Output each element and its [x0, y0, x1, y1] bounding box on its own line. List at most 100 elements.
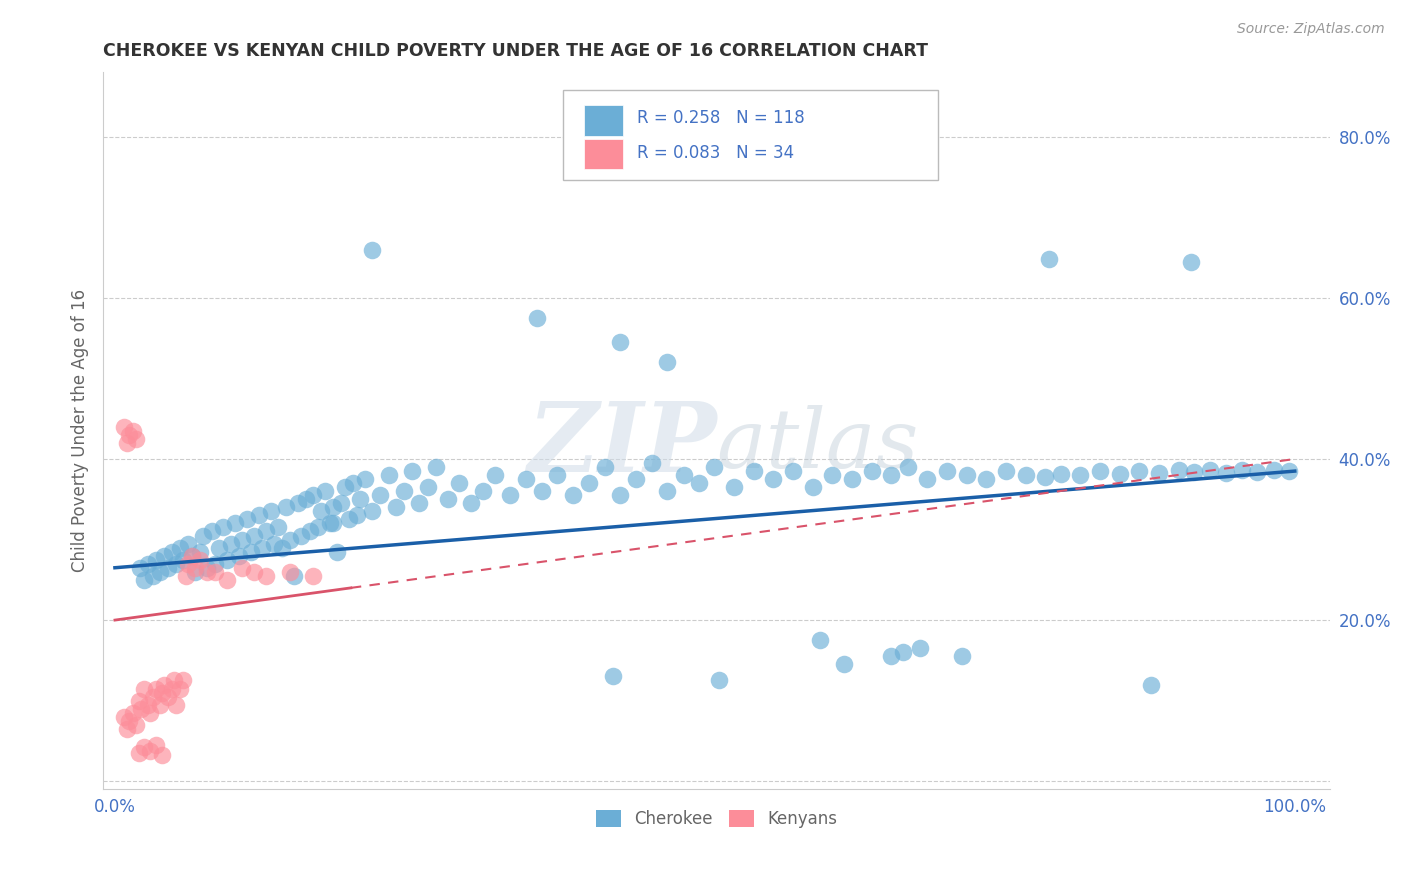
- Point: [204, 557, 226, 571]
- Point: [361, 504, 384, 518]
- Point: [172, 552, 194, 566]
- Point: [609, 488, 631, 502]
- FancyBboxPatch shape: [583, 139, 623, 169]
- Point: [546, 468, 568, 483]
- Point: [1038, 252, 1060, 267]
- Point: [392, 484, 415, 499]
- Point: [302, 569, 325, 583]
- Point: [290, 528, 312, 542]
- Point: [515, 472, 537, 486]
- Point: [208, 541, 231, 555]
- Point: [401, 464, 423, 478]
- Point: [1168, 463, 1191, 477]
- Point: [112, 419, 135, 434]
- Point: [278, 533, 301, 547]
- Point: [609, 335, 631, 350]
- Point: [157, 560, 180, 574]
- Point: [153, 549, 176, 563]
- Point: [641, 456, 664, 470]
- Point: [326, 544, 349, 558]
- Point: [460, 496, 482, 510]
- Point: [561, 488, 583, 502]
- Point: [782, 464, 804, 478]
- Point: [744, 464, 766, 478]
- Point: [118, 714, 141, 728]
- Point: [354, 472, 377, 486]
- Point: [121, 706, 143, 720]
- Point: [302, 488, 325, 502]
- Point: [526, 311, 548, 326]
- Point: [125, 718, 148, 732]
- Point: [311, 504, 333, 518]
- Point: [1147, 466, 1170, 480]
- Text: R = 0.258   N = 118: R = 0.258 N = 118: [637, 110, 804, 128]
- Point: [1198, 463, 1220, 477]
- Point: [832, 657, 855, 672]
- Point: [370, 488, 392, 502]
- Point: [1109, 467, 1132, 481]
- Point: [115, 436, 138, 450]
- Point: [880, 468, 903, 483]
- Point: [298, 524, 321, 539]
- Point: [153, 677, 176, 691]
- Point: [136, 557, 159, 571]
- Point: [142, 690, 165, 704]
- Point: [810, 633, 832, 648]
- Point: [1088, 464, 1111, 478]
- Point: [915, 472, 938, 486]
- Point: [333, 480, 356, 494]
- Point: [128, 693, 150, 707]
- Point: [243, 565, 266, 579]
- Point: [139, 706, 162, 720]
- Point: [821, 468, 844, 483]
- Text: atlas: atlas: [717, 405, 920, 485]
- Point: [157, 690, 180, 704]
- Point: [484, 468, 506, 483]
- Point: [204, 565, 226, 579]
- Point: [149, 565, 172, 579]
- Point: [330, 496, 353, 510]
- Point: [212, 520, 235, 534]
- Point: [139, 743, 162, 757]
- Point: [408, 496, 430, 510]
- Point: [1050, 467, 1073, 481]
- Point: [956, 468, 979, 483]
- Point: [278, 565, 301, 579]
- Point: [803, 480, 825, 494]
- Point: [377, 468, 399, 483]
- Point: [1230, 463, 1253, 477]
- Point: [449, 476, 471, 491]
- Point: [254, 524, 277, 539]
- FancyBboxPatch shape: [564, 90, 938, 180]
- Point: [193, 528, 215, 542]
- Point: [163, 673, 186, 688]
- Point: [472, 484, 495, 499]
- Point: [349, 492, 371, 507]
- Point: [125, 432, 148, 446]
- Point: [1069, 468, 1091, 483]
- Point: [201, 524, 224, 539]
- Point: [165, 557, 187, 571]
- Point: [1180, 254, 1202, 268]
- Point: [160, 544, 183, 558]
- Point: [416, 480, 439, 494]
- Point: [307, 520, 329, 534]
- Point: [337, 512, 360, 526]
- Point: [1263, 463, 1285, 477]
- Point: [115, 722, 138, 736]
- Point: [180, 549, 202, 563]
- Point: [260, 504, 283, 518]
- Point: [195, 565, 218, 579]
- Point: [128, 746, 150, 760]
- Point: [974, 472, 997, 486]
- Point: [1215, 466, 1237, 480]
- Point: [1033, 469, 1056, 483]
- Y-axis label: Child Poverty Under the Age of 16: Child Poverty Under the Age of 16: [72, 289, 89, 573]
- Point: [219, 536, 242, 550]
- Point: [1246, 465, 1268, 479]
- Point: [228, 549, 250, 563]
- Point: [436, 492, 458, 507]
- Point: [267, 520, 290, 534]
- Point: [118, 428, 141, 442]
- Point: [177, 557, 200, 571]
